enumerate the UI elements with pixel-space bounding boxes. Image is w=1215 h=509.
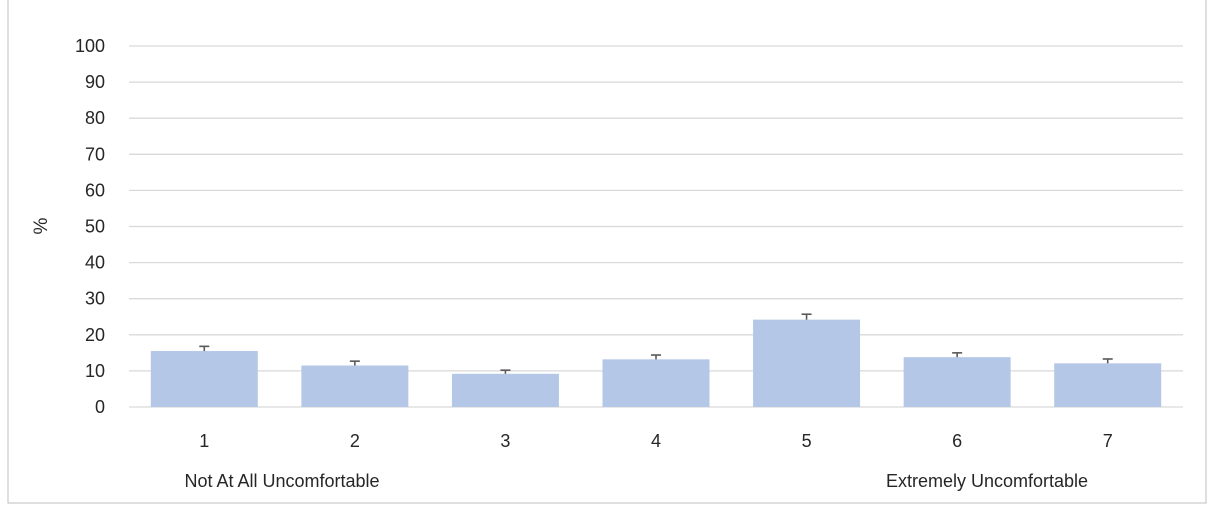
bar-2 [301,365,409,407]
y-tick-label: 0 [95,397,105,417]
bar-6 [903,357,1011,407]
grid-lines [129,45,1183,408]
y-tick-label: 80 [85,108,105,128]
x-axis-tick-labels: 1 2 3 4 5 6 7 [199,431,1112,451]
x-tick-label: 5 [802,431,812,451]
y-tick-label: 70 [85,144,105,164]
x-tick-label: 1 [199,431,209,451]
y-axis-tick-labels: 0 10 20 30 40 50 60 70 80 90 100 [75,36,105,417]
chart-border [7,0,1207,504]
error-bar-6 [952,352,963,358]
bars [150,319,1162,407]
error-bar-1 [199,345,210,352]
error-bar-7 [1102,358,1113,364]
y-tick-label: 100 [75,36,105,56]
y-tick-label: 90 [85,72,105,92]
bar-1 [150,351,258,407]
x-tick-label: 7 [1103,431,1113,451]
error-bar-5 [801,313,812,320]
x-tick-label: 3 [500,431,510,451]
y-tick-label: 50 [85,217,105,237]
bar-5 [753,319,861,407]
error-bars [199,313,1113,374]
x-tick-label: 2 [350,431,360,451]
error-bar-2 [349,360,360,366]
bar-3 [451,373,559,407]
x-tick-label: 4 [651,431,661,451]
y-tick-label: 10 [85,361,105,381]
annotation-right: Extremely Uncomfortable [886,471,1088,491]
error-bar-3 [500,369,511,374]
y-tick-label: 60 [85,180,105,200]
bar-7 [1054,363,1162,407]
y-axis-label: % [31,217,52,234]
y-tick-label: 20 [85,325,105,345]
error-bar-4 [651,354,661,360]
y-tick-label: 30 [85,289,105,309]
bar-4 [602,359,710,407]
annotation-left: Not At All Uncomfortable [184,471,379,491]
y-tick-label: 40 [85,253,105,273]
x-tick-label: 6 [952,431,962,451]
